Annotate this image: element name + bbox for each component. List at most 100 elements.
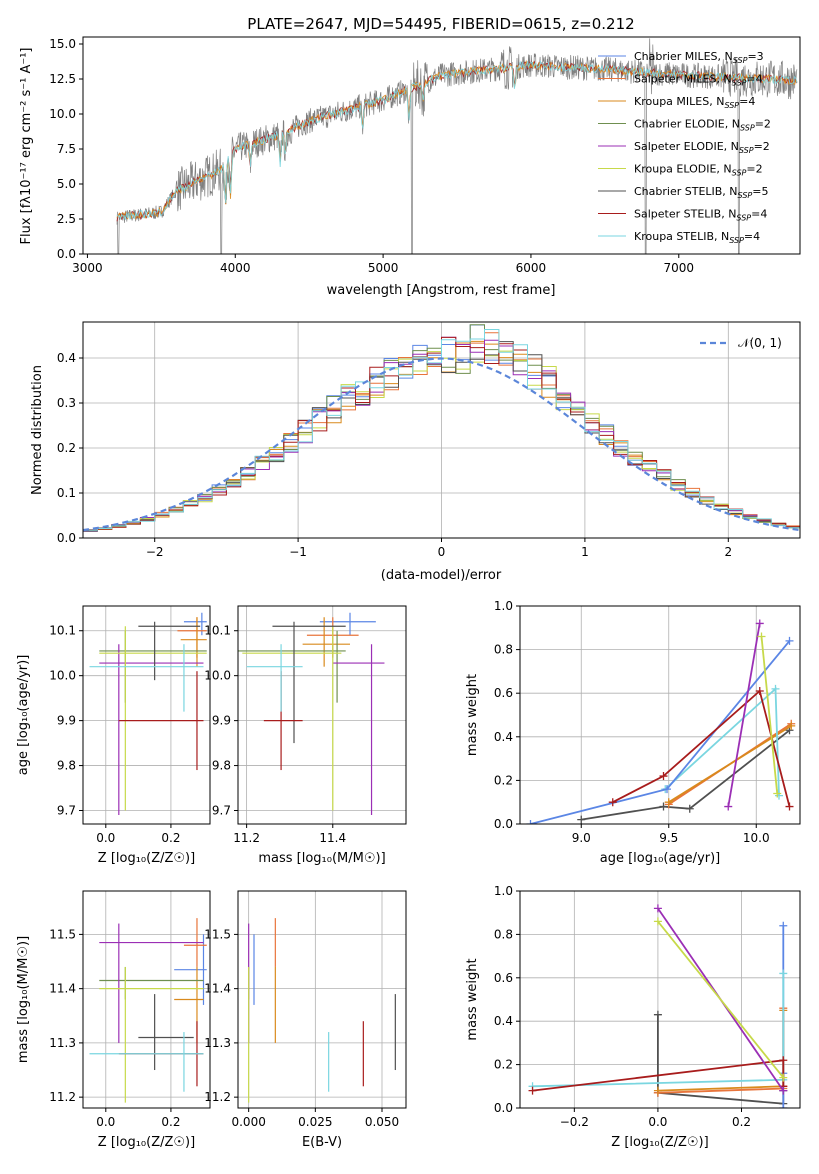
y-tick-label: 10.0 (49, 107, 76, 121)
legend-entry: Kroupa STELIB, NSSP=4 (634, 230, 760, 245)
mass-weight-marker (528, 1086, 537, 1095)
legend-entry: Chabrier STELIB, NSSP=5 (634, 185, 768, 200)
legend-entry: Salpeter STELIB, NSSP=4 (634, 208, 767, 223)
mass-weight-marker (659, 802, 668, 811)
y-tick-label: 1.0 (494, 599, 513, 613)
residual-panel: −2 −1 0 1 2 0.0 0.1 0.2 0.3 0.4 (data-model)/erro… (30, 321, 801, 583)
mass-weight-marker (785, 802, 794, 811)
mass-weight-marker (608, 798, 617, 807)
mass-weight-marker (685, 804, 694, 813)
mass-weight-marker (653, 917, 662, 926)
normal-legend-label: 𝒩(0, 1) (738, 336, 782, 350)
x-axis-label: Z [log₁₀(Z/Z☉)] (98, 1135, 195, 1150)
y-tick-label: 0.8 (494, 927, 513, 941)
y-tick-label: 11.2 (204, 1090, 231, 1104)
mass-weight-marker (779, 1086, 788, 1095)
mass-weight-marker (779, 921, 788, 930)
axes-frame (82, 890, 211, 1109)
x-tick-label: 0.2 (161, 831, 180, 845)
x-tick-label: 0 (438, 545, 446, 559)
y-tick-label: 10.0 (204, 669, 231, 683)
x-tick-label: 0.2 (161, 1115, 180, 1129)
mass-weight-marker (779, 1073, 788, 1082)
y-tick-label: 0.2 (494, 773, 513, 787)
mass-weight-line (581, 729, 791, 821)
y-tick-label: 10.1 (204, 624, 231, 638)
mass-weight-marker (653, 1010, 662, 1019)
mass-weight-line (760, 636, 779, 794)
y-tick-label: 0.0 (494, 1101, 513, 1115)
x-tick-label: 2 (724, 545, 732, 559)
x-axis-label: Z [log₁₀(Z/Z☉)] (98, 851, 195, 866)
y-tick-label: 0.2 (494, 1058, 513, 1072)
legend-entry: Kroupa ELODIE, NSSP=2 (634, 163, 763, 178)
mass-weight-marker (771, 684, 780, 693)
y-tick-label: 11.4 (49, 982, 76, 996)
y-tick-label: 7.5 (57, 142, 76, 156)
y-tick-label: 9.8 (212, 759, 231, 773)
x-tick-label: −2 (146, 545, 164, 559)
weight_vs_Z-panel: −0.2 0.0 0.2 0.0 0.2 0.4 0.6 0.8 1.0 Z [log₁₀(Z/Z… (465, 884, 801, 1150)
spectrum-ylabel: Flux [fλ10⁻¹⁷ erg cm⁻² s⁻¹ A⁻¹] (19, 48, 34, 245)
x-tick-label: 10.0 (743, 831, 770, 845)
y-axis-label: age [log₁₀(age/yr)] (16, 655, 31, 776)
residual-ylabel: Normed distribution (30, 365, 45, 495)
legend-entry: Chabrier ELODIE, NSSP=2 (634, 118, 771, 133)
y-tick-label: 9.8 (57, 759, 76, 773)
x-tick-label: 0.050 (365, 1115, 399, 1129)
mass-weight-marker (773, 789, 782, 798)
y-tick-label: 0.8 (494, 643, 513, 657)
axes-frame (519, 605, 801, 825)
y-tick-label: 0.0 (57, 531, 76, 545)
x-tick-label: 5000 (368, 261, 399, 275)
y-tick-label: 9.7 (212, 804, 231, 818)
y-tick-label: 11.5 (49, 927, 76, 941)
residual-xlabel: (data-model)/error (381, 568, 502, 583)
y-tick-label: 0.4 (494, 1014, 513, 1028)
legend-entry: Salpeter MILES, NSSP=4 (634, 73, 763, 88)
mass_vs_ebv-panel: 0.000 0.025 0.050 11.2 11.3 11.4 11.5 E(B-V) (204, 890, 407, 1150)
y-axis-label: mass weight (465, 958, 480, 1040)
y-tick-label: 9.9 (57, 714, 76, 728)
spectrum-xlabel: wavelength [Angstrom, rest frame] (327, 283, 556, 298)
legend-entry: Salpeter ELODIE, NSSP=2 (634, 140, 770, 155)
y-tick-label: 11.2 (49, 1090, 76, 1104)
y-tick-label: 0.0 (57, 247, 76, 261)
y-tick-label: 1.0 (494, 884, 513, 898)
axes-frame (237, 890, 407, 1109)
legend-entry: Kroupa MILES, NSSP=4 (634, 95, 755, 110)
y-tick-label: 9.9 (212, 714, 231, 728)
y-tick-label: 0.6 (494, 686, 513, 700)
mass-weight-line (657, 920, 785, 1079)
x-tick-label: −1 (289, 545, 307, 559)
y-tick-label: 0.2 (57, 441, 76, 455)
x-tick-label: 6000 (516, 261, 547, 275)
axes-frame (237, 605, 407, 825)
y-tick-label: 10.1 (49, 624, 76, 638)
legend-entry: Chabrier MILES, NSSP=3 (634, 50, 764, 65)
y-tick-label: 12.5 (49, 72, 76, 86)
mass-weight-line (727, 623, 761, 807)
model-spectrum-line (116, 60, 798, 221)
y-tick-label: 9.7 (57, 804, 76, 818)
y-tick-label: 0.3 (57, 396, 76, 410)
y-tick-label: 10.0 (49, 669, 76, 683)
mass-weight-marker (757, 632, 766, 641)
mass-weight-marker (526, 820, 535, 824)
y-tick-label: 0.4 (494, 730, 513, 744)
mass-weight-marker (779, 1056, 788, 1065)
y-tick-label: 11.3 (204, 1036, 231, 1050)
y-tick-label: 0.1 (57, 486, 76, 500)
residual-histogram-step (83, 329, 800, 533)
x-tick-label: 0.0 (96, 831, 115, 845)
spectrum-panel: PLATE=2647, MJD=54495, FIBERID=0615, z=0… (19, 15, 801, 298)
x-tick-label: −0.2 (560, 1115, 589, 1129)
x-tick-label: 11.4 (319, 831, 346, 845)
x-axis-label: Z [log₁₀(Z/Z☉)] (611, 1135, 708, 1150)
y-tick-label: 0.6 (494, 971, 513, 985)
x-tick-label: 0.000 (231, 1115, 265, 1129)
mass-weight-marker (653, 904, 662, 913)
weight_vs_age-panel: 9.0 9.5 10.0 0.0 0.2 0.4 0.6 0.8 1.0 age [log₁₀(a… (465, 599, 801, 866)
x-tick-label: 1 (581, 545, 589, 559)
mass-weight-marker (779, 1104, 788, 1108)
